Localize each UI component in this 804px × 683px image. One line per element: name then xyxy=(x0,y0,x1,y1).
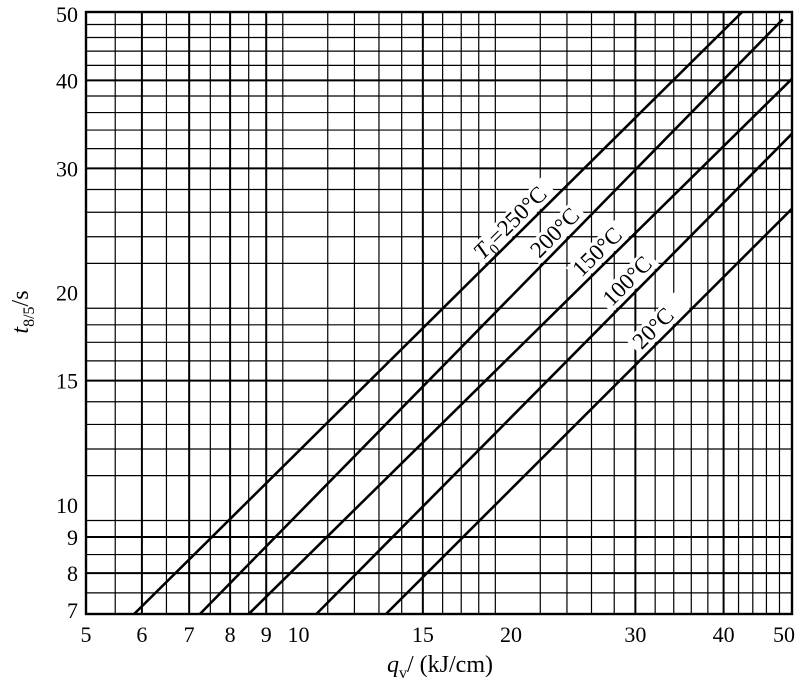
x-tick-label: 7 xyxy=(184,622,195,647)
curve-label-bg xyxy=(565,220,630,284)
series-line xyxy=(247,77,793,615)
x-tick-label: 40 xyxy=(713,622,735,647)
series-line xyxy=(385,207,793,615)
series-line xyxy=(198,18,784,615)
x-tick-label: 5 xyxy=(81,622,92,647)
grid xyxy=(86,12,792,614)
series-line xyxy=(133,11,744,615)
y-axis-title: t8/5/s xyxy=(8,290,38,333)
x-tick-label: 8 xyxy=(225,622,236,647)
plot-frame xyxy=(84,10,794,616)
y-tick-label: 7 xyxy=(67,598,78,623)
y-tick-label: 8 xyxy=(67,561,78,586)
x-tick-label: 10 xyxy=(288,622,310,647)
curve-label-group: 20°C xyxy=(626,292,690,357)
plot-border xyxy=(84,10,794,616)
y-tick-label: 20 xyxy=(56,281,78,306)
y-tick-label: 40 xyxy=(56,68,78,93)
curve-label-bg xyxy=(467,177,557,267)
y-tick-label: 15 xyxy=(56,369,78,394)
x-tick-label: 30 xyxy=(624,622,646,647)
x-tick-label: 20 xyxy=(500,622,522,647)
y-tick-label: 10 xyxy=(56,493,78,518)
curve-label-bg xyxy=(523,200,588,265)
series-line xyxy=(315,132,793,615)
x-tick-label: 9 xyxy=(261,622,272,647)
curve-label-bg xyxy=(626,292,690,357)
x-tick-label: 15 xyxy=(412,622,434,647)
y-tick-label: 50 xyxy=(56,2,78,27)
y-tick-label: 9 xyxy=(67,525,78,550)
x-axis-title: qv/ (kJ/cm) xyxy=(387,652,493,682)
x-tick-label: 6 xyxy=(136,622,147,647)
x-tick-label: 50 xyxy=(773,622,795,647)
y-tick-label: 30 xyxy=(56,156,78,181)
series-group xyxy=(133,11,793,615)
curve-label-bg xyxy=(596,249,660,313)
